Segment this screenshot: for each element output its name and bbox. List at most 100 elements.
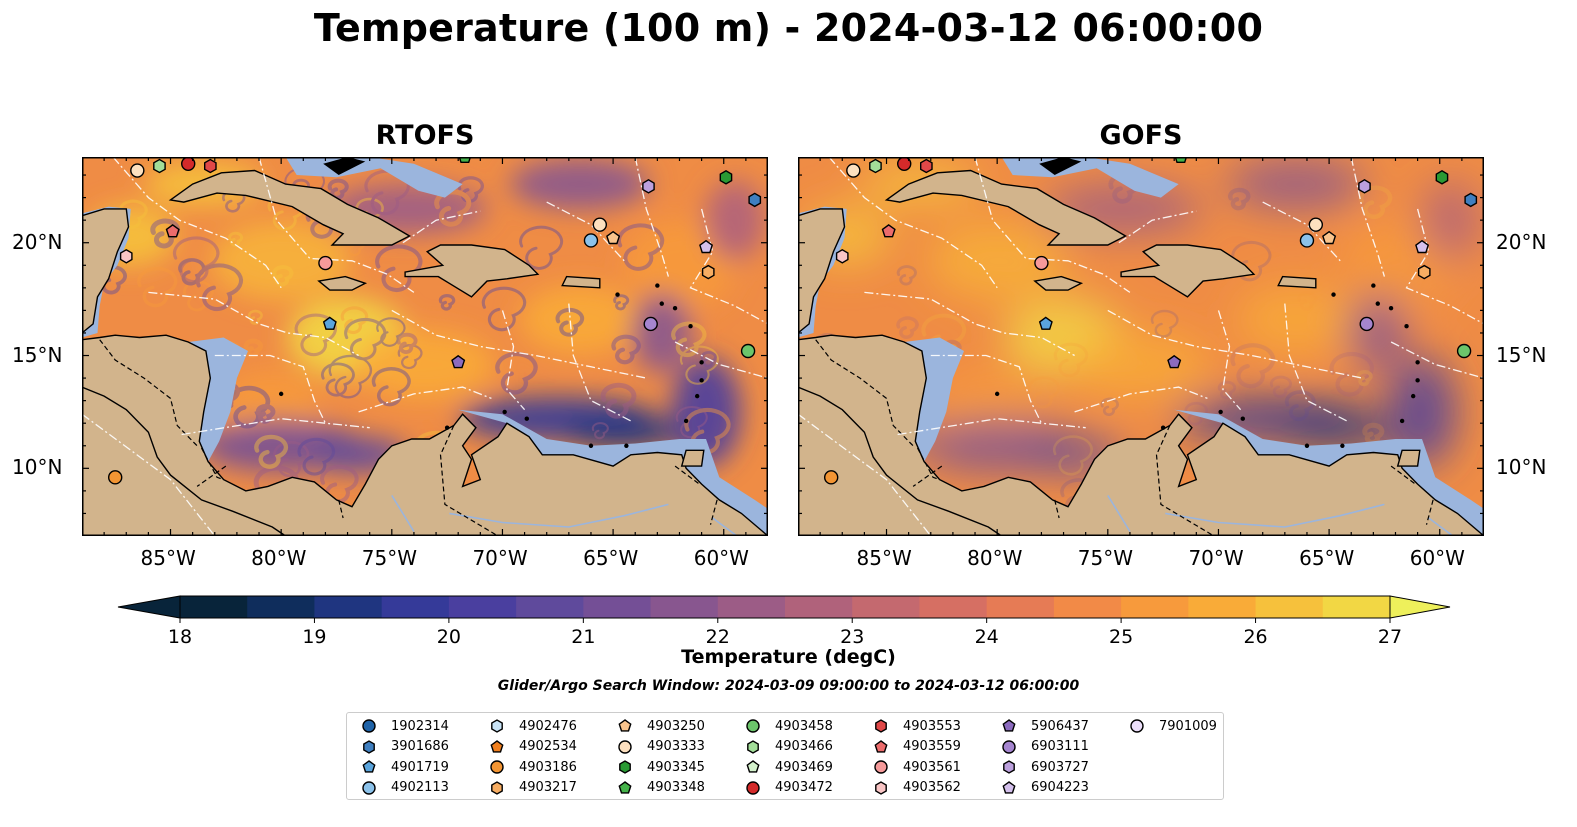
float-marker-4903345 xyxy=(1435,169,1449,185)
legend-item-4903186: 4903186 xyxy=(487,757,577,777)
colorbar-tick-label: 27 xyxy=(1378,626,1402,648)
land xyxy=(317,275,368,291)
float-marker-4902113 xyxy=(1299,233,1315,248)
island xyxy=(524,416,529,421)
float-marker-4903250 xyxy=(1322,230,1337,245)
country-border xyxy=(439,425,499,536)
colorbar-segment xyxy=(986,596,1055,618)
colorbar-segment xyxy=(247,596,315,618)
colorbar-segment xyxy=(180,596,248,618)
legend-label: 4901719 xyxy=(391,759,449,775)
eez-boundary xyxy=(391,309,647,379)
panel-title-gofs: GOFS xyxy=(1099,120,1183,151)
float-marker-4903553 xyxy=(919,158,933,174)
float-marker-5906437 xyxy=(1167,354,1182,369)
lon-tick-label: 60°W xyxy=(693,546,749,570)
pentagon-icon xyxy=(362,760,376,773)
colorbar-tick-label: 22 xyxy=(706,626,730,648)
float-marker-4903559 xyxy=(165,224,180,238)
legend-label: 4903553 xyxy=(903,718,961,734)
eez-boundary xyxy=(112,157,282,289)
lon-tick-label: 60°W xyxy=(1409,546,1465,570)
legend-item-4903250: 4903250 xyxy=(615,716,705,736)
eez-boundary xyxy=(1217,310,1242,411)
island xyxy=(1331,292,1336,297)
hexagon-icon xyxy=(747,739,759,754)
hexagon-icon xyxy=(875,780,887,795)
legend-item-7901009: 7901009 xyxy=(1127,716,1217,736)
legend-item-4903561: 4903561 xyxy=(871,757,961,777)
legend-item-4903469: 4903469 xyxy=(743,757,833,777)
legend-item-4903458: 4903458 xyxy=(743,716,833,736)
land xyxy=(798,334,1484,536)
colorbar-segment xyxy=(717,596,786,618)
float-marker-4903333 xyxy=(592,217,608,232)
pentagon-icon xyxy=(618,719,632,732)
country-border xyxy=(1425,499,1434,525)
island xyxy=(1304,443,1310,448)
hexagon-icon xyxy=(875,719,887,733)
float-marker-6903111 xyxy=(643,316,658,332)
eez-boundary xyxy=(358,386,492,413)
pentagon-icon xyxy=(618,780,632,794)
island xyxy=(694,393,700,399)
legend-label: 4902113 xyxy=(391,780,449,795)
legend-label: 6904223 xyxy=(1031,780,1089,795)
float-marker-3901686 xyxy=(748,192,762,208)
map-frame xyxy=(82,157,768,536)
eez-boundary xyxy=(1405,208,1484,325)
legend-label: 7901009 xyxy=(1159,718,1217,734)
eez-boundary xyxy=(930,354,1042,424)
shelf-area xyxy=(1174,409,1484,536)
eez-boundary xyxy=(568,303,632,422)
float-marker-4903466 xyxy=(153,158,166,174)
island xyxy=(1375,301,1380,306)
shelf-area xyxy=(458,409,768,536)
island xyxy=(1371,283,1376,288)
float-marker-6904223 xyxy=(1415,239,1430,254)
legend-label: 6903111 xyxy=(1031,739,1089,754)
colorbar-segment xyxy=(448,596,517,618)
island xyxy=(588,443,594,448)
circle-icon xyxy=(362,719,376,733)
gofs-map xyxy=(798,157,1484,536)
legend-item-5906437: 5906437 xyxy=(999,716,1089,736)
lon-tick-label: 75°W xyxy=(361,546,418,570)
lat-tick-label-left: 20°N xyxy=(12,229,63,254)
circle-icon xyxy=(490,760,504,774)
land xyxy=(561,275,601,289)
lon-tick-label: 70°W xyxy=(1188,546,1244,570)
eez-boundary xyxy=(1074,386,1208,413)
island xyxy=(624,443,629,448)
country-border xyxy=(815,339,914,447)
eez-boundary xyxy=(689,208,768,325)
island xyxy=(655,283,660,288)
float-marker-4903333 xyxy=(846,163,861,178)
lat-tick-label-right: 10°N xyxy=(1496,455,1547,480)
legend-item-4902476: 4902476 xyxy=(487,716,577,736)
land xyxy=(1120,244,1256,298)
island xyxy=(1340,443,1345,448)
hexagon-icon xyxy=(491,780,503,795)
island xyxy=(615,292,620,297)
eez-boundary xyxy=(181,418,370,436)
colorbar: 18 19 20 21 22 23 24 25 26 27 xyxy=(117,595,1451,648)
legend-label: 4902534 xyxy=(519,739,577,754)
colorbar-tick-label: 24 xyxy=(975,626,999,648)
land xyxy=(884,169,1127,246)
float-marker-4903559 xyxy=(881,224,896,238)
lon-tick-label: 65°W xyxy=(583,546,639,570)
float-marker-4903562 xyxy=(119,248,133,264)
lat-tick-label-left: 15°N xyxy=(12,342,63,367)
legend-item-4903562: 4903562 xyxy=(871,778,961,798)
country-border xyxy=(674,465,700,485)
legend-item-4903333: 4903333 xyxy=(615,737,705,757)
circle-icon xyxy=(362,780,376,795)
map-frame xyxy=(798,157,1484,536)
eez-boundary xyxy=(1107,309,1363,379)
legend-item-4903217: 4903217 xyxy=(487,778,577,798)
legend-item-4901719: 4901719 xyxy=(359,757,449,777)
island xyxy=(1399,418,1405,424)
colorbar-segment xyxy=(1255,596,1324,618)
colorbar-segment xyxy=(1053,596,1122,618)
